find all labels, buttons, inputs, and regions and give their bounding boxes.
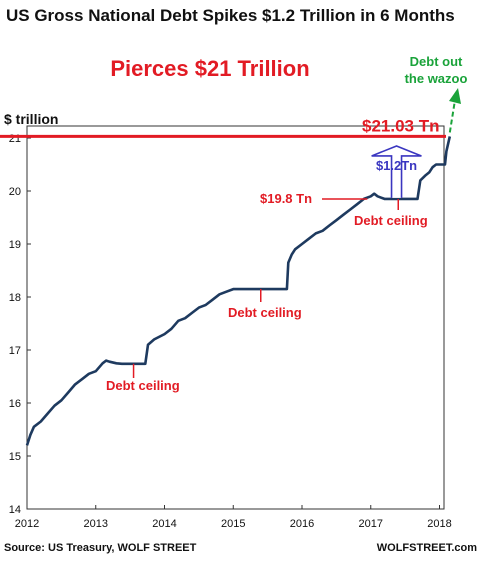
y-tick-label: 17 [9,345,21,357]
x-tick-label: 2015 [221,518,245,530]
y-tick-label: 16 [9,398,21,410]
y-tick-label: 15 [9,451,21,463]
wazoo-arrow-head [449,88,461,104]
wazoo-arrow-shaft [448,99,456,133]
chart-subtitle: Pierces $21 Trillion [110,56,310,81]
y-tick-label: 18 [9,292,21,304]
brand-label: WOLFSTREET.com [376,542,477,554]
x-tick-label: 2018 [427,518,451,530]
y-axis-label: $ trillion [4,111,59,127]
y-tick-label: 19 [9,239,21,251]
y-tick-label: 20 [9,186,21,198]
x-tick-label: 2014 [152,518,176,530]
plot-frame [26,125,445,510]
debt-series-line [25,136,452,446]
annotation-debt-ceiling-2013: Debt ceiling [106,378,180,393]
x-tick-label: 2012 [15,518,39,530]
increase-arrow [371,145,422,198]
y-tick-label: 14 [9,504,21,516]
chart-title: US Gross National Debt Spikes $1.2 Trill… [6,6,455,25]
annotation-1-2-tn: $1.2Tn [376,158,417,173]
x-tick-label: 2016 [290,518,314,530]
annotation-the-wazoo: the wazoo [405,71,468,86]
annotation-debt-ceiling-2015: Debt ceiling [228,305,302,320]
x-tick-label: 2017 [359,518,383,530]
y-tick-label: 21 [9,133,21,145]
reference-line-label: $21.03 Tn [362,116,440,135]
source-note: Source: US Treasury, WOLF STREET [4,542,197,554]
annotation-debt-ceiling-2017: Debt ceiling [354,213,428,228]
annotation-19-8-tn: $19.8 Tn [260,191,312,206]
x-tick-label: 2013 [84,518,108,530]
annotation-debt-out: Debt out [410,54,463,69]
